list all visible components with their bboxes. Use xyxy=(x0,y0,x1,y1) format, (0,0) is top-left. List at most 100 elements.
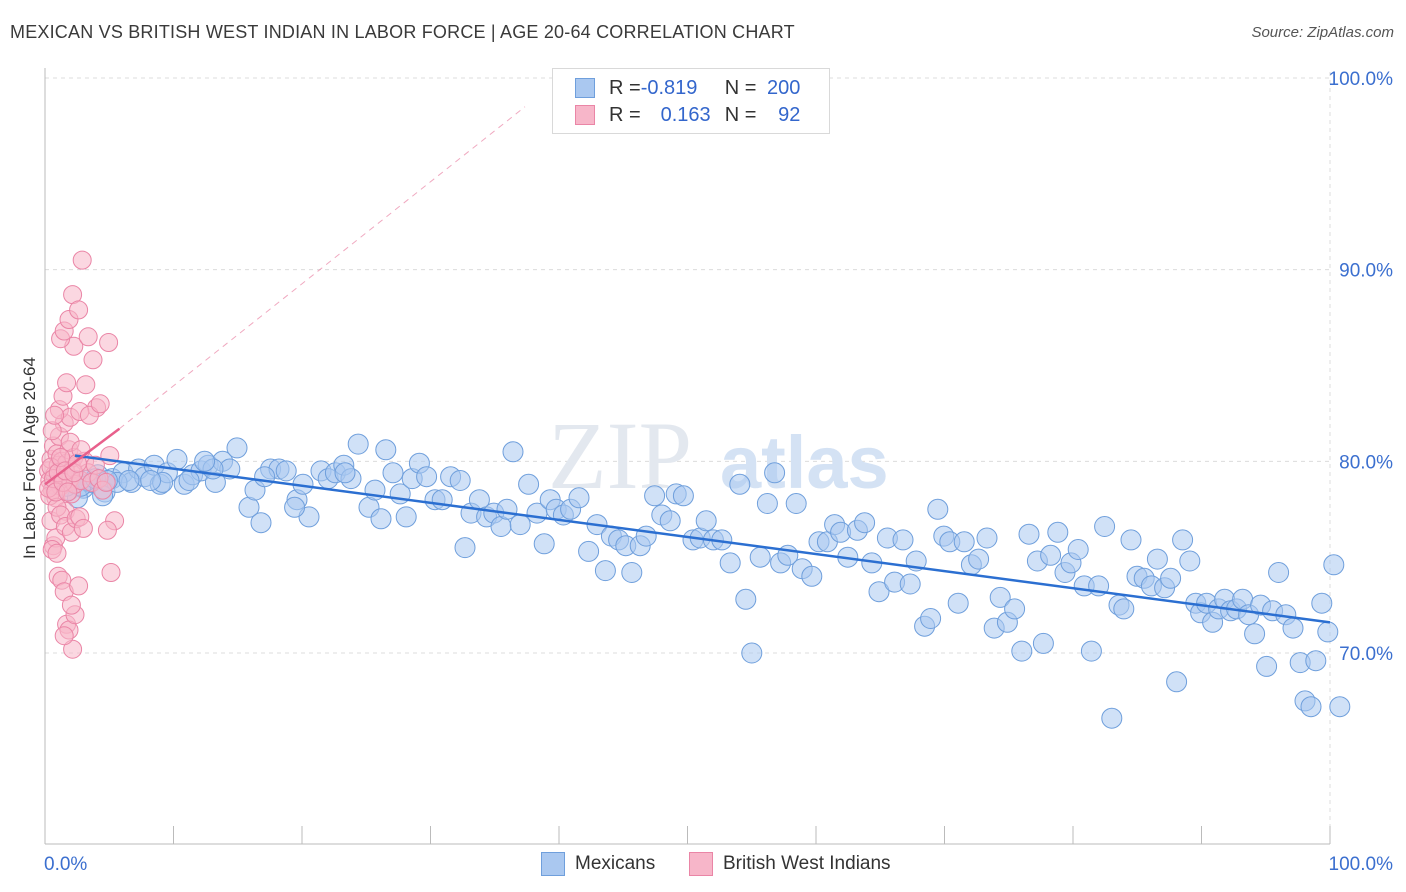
legend-item-mexicans[interactable]: Mexicans xyxy=(541,852,655,876)
point-mexicans xyxy=(735,588,757,610)
point-british-west-indians xyxy=(72,250,92,270)
point-mexicans xyxy=(1004,598,1026,620)
legend-r-value: -0.819 xyxy=(640,76,698,99)
y-tick-label: 90.0% xyxy=(1339,261,1393,282)
point-mexicans xyxy=(1146,548,1168,570)
legend-r-label: R = xyxy=(609,76,641,99)
tick-labels: 70.0% 80.0% 90.0% 100.0% 0.0% 100.0% In Labor … xyxy=(20,69,1393,875)
point-mexicans xyxy=(1067,539,1089,560)
legend-label-british-west-indians: British West Indians xyxy=(723,853,891,874)
point-mexicans xyxy=(764,462,786,484)
point-mexicans xyxy=(1311,592,1333,614)
point-mexicans xyxy=(375,439,397,461)
trend-lines xyxy=(44,106,1331,624)
point-mexicans xyxy=(1300,696,1322,718)
point-mexicans xyxy=(989,586,1011,608)
point-british-west-indians xyxy=(90,394,110,414)
point-british-west-indians xyxy=(101,563,121,582)
point-british-west-indians xyxy=(47,543,67,563)
correlation-legend: R = -0.819 N = 200 R = 0.163 N = 92 xyxy=(552,68,830,134)
trend-line-british-west-indians xyxy=(44,427,121,486)
point-mexicans xyxy=(635,525,657,547)
point-mexicans xyxy=(920,608,942,629)
point-british-west-indians xyxy=(45,405,65,425)
legend-n-value: 200 xyxy=(767,76,801,99)
point-mexicans xyxy=(868,581,890,603)
point-british-west-indians xyxy=(69,300,89,320)
legend-r-value: 0.163 xyxy=(660,103,711,126)
point-mexicans xyxy=(1047,521,1069,543)
point-mexicans xyxy=(1256,655,1278,677)
point-mexicans xyxy=(749,546,771,568)
legend-swatch-mexicans xyxy=(541,852,565,876)
point-mexicans xyxy=(801,565,823,587)
chart-title: MEXICAN VS BRITISH WEST INDIAN IN LABOR … xyxy=(10,22,795,42)
legend-row-mexicans: R = -0.819 N = 200 xyxy=(575,75,800,101)
watermark: ZIP atlas xyxy=(548,402,889,509)
point-mexicans xyxy=(1101,707,1123,729)
point-british-west-indians xyxy=(83,350,103,370)
y-axis-label: In Labor Force | Age 20-64 xyxy=(20,357,39,559)
point-mexicans xyxy=(370,508,392,530)
legend-n-label: N = xyxy=(724,76,757,99)
point-british-west-indians xyxy=(54,626,74,646)
point-mexicans xyxy=(756,493,778,514)
point-mexicans xyxy=(695,510,717,532)
point-mexicans xyxy=(1113,598,1135,620)
point-mexicans xyxy=(347,433,369,455)
trend-line-mexicans xyxy=(74,454,1331,624)
point-mexicans xyxy=(334,462,356,484)
point-british-west-indians xyxy=(78,327,98,347)
point-mexicans xyxy=(1032,632,1054,654)
point-mexicans xyxy=(250,512,272,534)
x-tick-label: 0.0% xyxy=(44,854,87,875)
y-tick-label: 100.0% xyxy=(1329,69,1394,90)
point-mexicans xyxy=(1305,650,1327,672)
point-mexicans xyxy=(854,512,876,534)
point-british-west-indians xyxy=(58,482,78,502)
data-points xyxy=(39,250,1351,729)
point-mexicans xyxy=(719,552,741,574)
point-british-west-indians xyxy=(63,639,83,659)
x-tick-label: 100.0% xyxy=(1329,854,1394,875)
point-mexicans xyxy=(454,537,476,559)
point-mexicans xyxy=(1018,523,1040,545)
point-mexicans xyxy=(194,450,216,472)
point-mexicans xyxy=(509,514,531,536)
point-mexicans xyxy=(533,533,555,555)
legend-r-label: R = xyxy=(609,103,641,126)
series-legend: Mexicans British West Indians xyxy=(0,852,1406,878)
point-mexicans xyxy=(395,506,417,528)
source-credit: Source: ZipAtlas.com xyxy=(1251,24,1394,41)
point-mexicans xyxy=(178,470,200,491)
point-mexicans xyxy=(953,531,975,553)
point-mexicans xyxy=(166,448,188,470)
point-mexicans xyxy=(729,473,751,495)
legend-item-british-west-indians[interactable]: British West Indians xyxy=(689,852,891,876)
point-mexicans xyxy=(449,470,471,491)
point-mexicans xyxy=(1244,623,1266,645)
point-mexicans xyxy=(785,493,807,514)
y-tick-label: 70.0% xyxy=(1339,644,1393,665)
point-mexicans xyxy=(1011,640,1033,662)
point-mexicans xyxy=(659,510,681,532)
point-mexicans xyxy=(275,460,297,482)
point-mexicans xyxy=(518,473,540,495)
point-mexicans xyxy=(968,548,990,570)
point-mexicans xyxy=(947,592,969,614)
trend-extension-british-west-indians xyxy=(119,106,526,430)
point-mexicans xyxy=(140,470,162,491)
point-mexicans xyxy=(1094,516,1116,537)
point-mexicans xyxy=(502,441,524,463)
point-mexicans xyxy=(578,540,600,562)
point-mexicans xyxy=(382,462,404,484)
point-mexicans xyxy=(1268,562,1290,583)
point-mexicans xyxy=(621,562,643,583)
point-mexicans xyxy=(741,642,763,664)
point-british-west-indians xyxy=(97,520,117,540)
legend-n-label: N = xyxy=(724,103,757,126)
legend-row-british-west-indians: R = 0.163 N = 92 xyxy=(575,102,800,128)
y-tick-label: 80.0% xyxy=(1339,452,1393,473)
legend-swatch-mexicans xyxy=(575,78,595,98)
point-mexicans xyxy=(1120,529,1142,551)
